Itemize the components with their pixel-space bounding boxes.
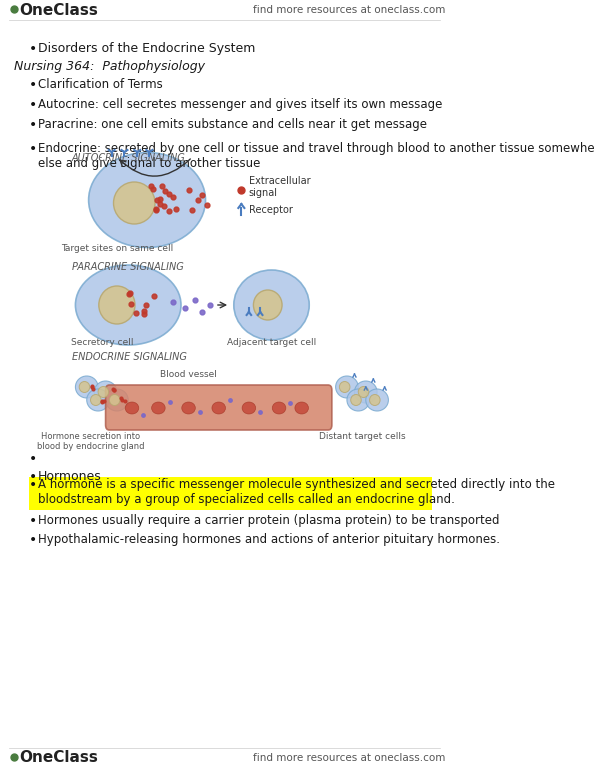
Text: Secretory cell: Secretory cell bbox=[71, 338, 133, 347]
Ellipse shape bbox=[366, 389, 389, 411]
Ellipse shape bbox=[336, 376, 358, 398]
Text: •: • bbox=[29, 452, 37, 466]
Ellipse shape bbox=[125, 402, 139, 414]
Text: Extracellular
signal: Extracellular signal bbox=[249, 176, 311, 198]
Ellipse shape bbox=[114, 182, 155, 224]
Text: •: • bbox=[29, 142, 37, 156]
Ellipse shape bbox=[369, 394, 380, 406]
Text: AUTOCRINE SIGNALING: AUTOCRINE SIGNALING bbox=[71, 153, 186, 163]
Ellipse shape bbox=[87, 389, 109, 411]
Ellipse shape bbox=[253, 290, 282, 320]
Text: find more resources at oneclass.com: find more resources at oneclass.com bbox=[253, 753, 445, 763]
Ellipse shape bbox=[94, 381, 117, 403]
FancyBboxPatch shape bbox=[29, 477, 432, 510]
Ellipse shape bbox=[234, 270, 309, 340]
Text: Hormone secretion into
blood by endocrine gland: Hormone secretion into blood by endocrin… bbox=[37, 432, 144, 451]
Text: OneClass: OneClass bbox=[20, 2, 99, 18]
Text: •: • bbox=[29, 514, 37, 528]
Ellipse shape bbox=[273, 402, 286, 414]
Ellipse shape bbox=[339, 381, 350, 393]
Text: •: • bbox=[29, 78, 37, 92]
Ellipse shape bbox=[76, 376, 98, 398]
Ellipse shape bbox=[358, 387, 369, 397]
Ellipse shape bbox=[76, 265, 181, 345]
Text: •: • bbox=[29, 478, 37, 492]
Text: •: • bbox=[29, 533, 37, 547]
Text: Endocrine: secreted by one cell or tissue and travel through blood to another ti: Endocrine: secreted by one cell or tissu… bbox=[37, 142, 595, 170]
Ellipse shape bbox=[295, 402, 308, 414]
Text: Distant target cells: Distant target cells bbox=[319, 432, 405, 441]
Text: Adjacent target cell: Adjacent target cell bbox=[227, 338, 316, 347]
Ellipse shape bbox=[152, 402, 165, 414]
Ellipse shape bbox=[79, 381, 90, 393]
Text: Hormones: Hormones bbox=[37, 470, 102, 483]
Text: A hormone is a specific messenger molecule synthesized and secreted directly int: A hormone is a specific messenger molecu… bbox=[37, 478, 555, 506]
Text: •: • bbox=[29, 98, 37, 112]
Ellipse shape bbox=[89, 152, 205, 247]
Ellipse shape bbox=[355, 381, 377, 403]
Ellipse shape bbox=[347, 389, 369, 411]
FancyBboxPatch shape bbox=[105, 385, 332, 430]
Text: OneClass: OneClass bbox=[20, 751, 99, 765]
Ellipse shape bbox=[109, 394, 120, 406]
Text: Nursing 364:  Pathophysiology: Nursing 364: Pathophysiology bbox=[14, 60, 205, 73]
Ellipse shape bbox=[181, 402, 195, 414]
Text: PARACRINE SIGNALING: PARACRINE SIGNALING bbox=[71, 262, 183, 272]
Text: Target sites on same cell: Target sites on same cell bbox=[61, 244, 173, 253]
Text: Autocrine: cell secretes messenger and gives itself its own message: Autocrine: cell secretes messenger and g… bbox=[37, 98, 442, 111]
Text: find more resources at oneclass.com: find more resources at oneclass.com bbox=[253, 5, 445, 15]
Text: Hypothalamic-releasing hormones and actions of anterior pituitary hormones.: Hypothalamic-releasing hormones and acti… bbox=[37, 533, 500, 546]
Ellipse shape bbox=[350, 394, 361, 406]
Text: Paracrine: one cell emits substance and cells near it get message: Paracrine: one cell emits substance and … bbox=[37, 118, 427, 131]
Ellipse shape bbox=[212, 402, 226, 414]
Text: •: • bbox=[29, 118, 37, 132]
Text: Clarification of Terms: Clarification of Terms bbox=[37, 78, 162, 91]
Ellipse shape bbox=[90, 394, 101, 406]
Text: Hormones usually require a carrier protein (plasma protein) to be transported: Hormones usually require a carrier prote… bbox=[37, 514, 499, 527]
Text: ENDOCRINE SIGNALING: ENDOCRINE SIGNALING bbox=[71, 352, 186, 362]
Ellipse shape bbox=[98, 387, 109, 397]
Text: Blood vessel: Blood vessel bbox=[160, 370, 217, 379]
Text: Receptor: Receptor bbox=[249, 205, 293, 215]
Ellipse shape bbox=[105, 389, 128, 411]
Text: Disorders of the Endocrine System: Disorders of the Endocrine System bbox=[37, 42, 255, 55]
Text: •: • bbox=[29, 470, 37, 484]
Ellipse shape bbox=[242, 402, 256, 414]
Text: •: • bbox=[29, 42, 37, 56]
Ellipse shape bbox=[99, 286, 135, 324]
